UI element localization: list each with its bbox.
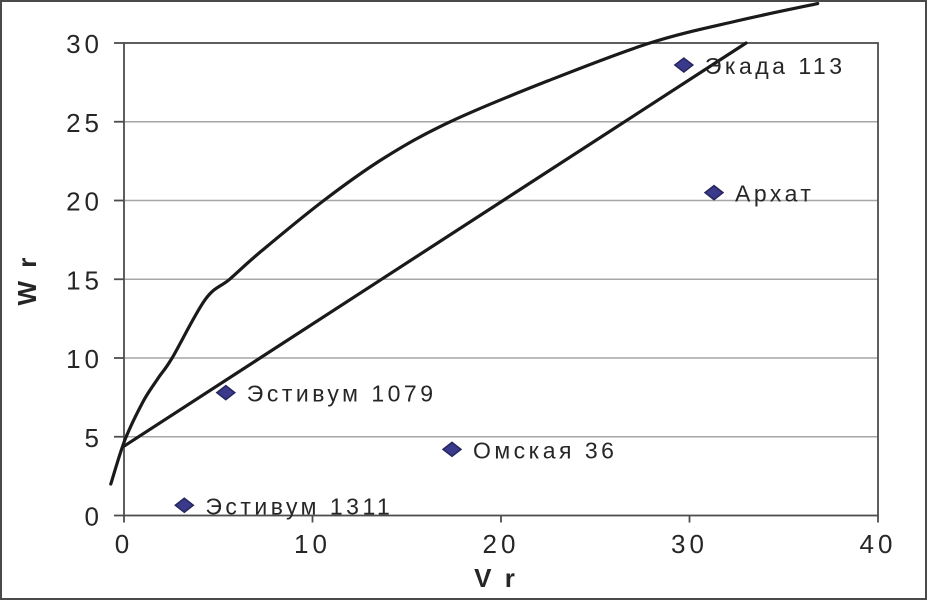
y-axis-title: W r bbox=[12, 255, 42, 306]
y-tick-label-0: 0 bbox=[85, 502, 103, 532]
gridlines bbox=[124, 121, 878, 438]
data-point-эстивум-1079: Эстивум 1079 bbox=[215, 381, 437, 407]
point-label: Экада 113 bbox=[705, 53, 846, 79]
x-tick-label-10: 10 bbox=[294, 529, 331, 559]
point-label: Архат bbox=[735, 181, 814, 207]
trendline-upper-curve bbox=[109, 2, 820, 486]
trendline-lower-line bbox=[122, 41, 748, 448]
x-tick-label-0: 0 bbox=[115, 529, 133, 559]
data-point-архат: Архат bbox=[703, 181, 814, 207]
y-tick-label-15: 15 bbox=[66, 265, 103, 295]
data-points: Экада 113 Архат Эстивум 1079 Омская 36 Эстив… bbox=[174, 53, 846, 519]
y-tick-label-5: 5 bbox=[85, 423, 103, 453]
diamond-marker bbox=[673, 57, 695, 74]
x-axis-title: V r bbox=[474, 563, 518, 593]
point-label: Омская 36 bbox=[473, 437, 618, 463]
x-tick-label-20: 20 bbox=[483, 529, 520, 559]
data-point-экада-113: Экада 113 bbox=[673, 53, 846, 79]
diamond-marker bbox=[174, 497, 195, 514]
data-point-омская-36: Омская 36 bbox=[441, 437, 618, 463]
point-label: Эстивум 1311 bbox=[205, 493, 393, 519]
diamond-marker bbox=[215, 384, 237, 401]
y-tick-label-30: 30 bbox=[66, 29, 103, 59]
x-tick-label-40: 40 bbox=[860, 529, 897, 559]
x-tick-label-30: 30 bbox=[671, 529, 708, 559]
diamond-marker bbox=[441, 441, 463, 458]
y-tick-label-20: 20 bbox=[66, 187, 103, 217]
data-point-эстивум-1311: Эстивум 1311 bbox=[174, 493, 393, 519]
axis-ticks bbox=[114, 42, 879, 523]
tick-labels: 0 5 10 15 20 25 30 0 10 20 30 40 bbox=[66, 29, 897, 559]
point-label: Эстивум 1079 bbox=[247, 381, 437, 407]
y-tick-label-10: 10 bbox=[66, 344, 103, 374]
diamond-marker bbox=[703, 184, 725, 201]
y-tick-label-25: 25 bbox=[66, 108, 103, 138]
trend-curves bbox=[109, 2, 820, 486]
